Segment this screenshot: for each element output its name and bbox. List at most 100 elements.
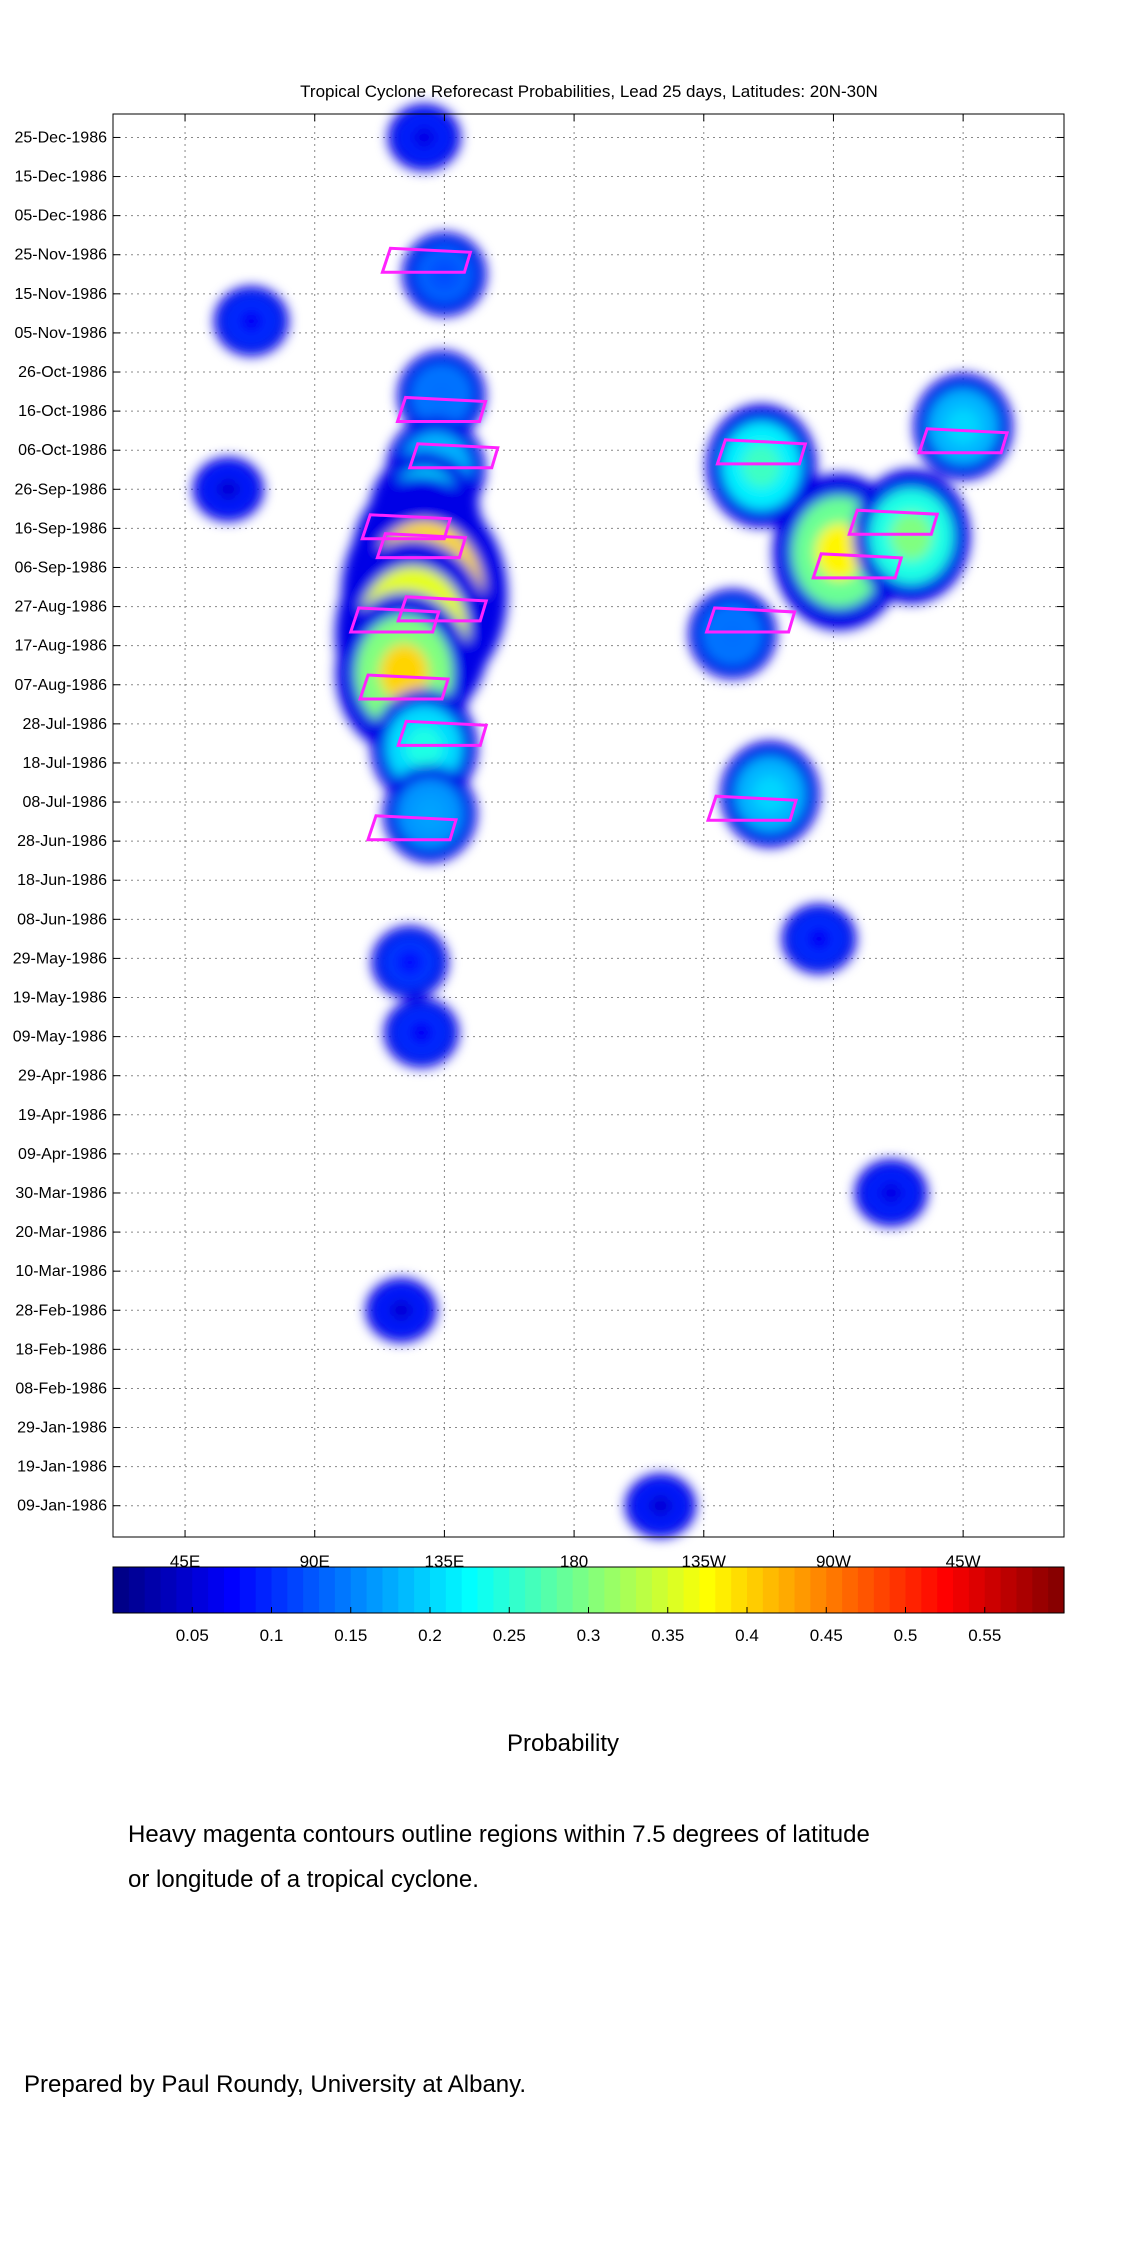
colorbar-cell [271, 1567, 288, 1613]
note-line-2: or longitude of a tropical cyclone. [128, 1866, 479, 1893]
colorbar-cell [366, 1567, 384, 1613]
chart-title: Tropical Cyclone Reforecast Probabilitie… [300, 82, 878, 101]
colorbar-cell [223, 1567, 241, 1613]
probability-core [413, 796, 447, 832]
colorbar-cell [1032, 1567, 1049, 1613]
colorbar-cell [826, 1567, 843, 1613]
colorbar-cell [747, 1567, 764, 1613]
y-tick-label: 06-Sep-1986 [14, 559, 107, 576]
tc-contours [348, 246, 1010, 842]
grid-lines [113, 114, 1064, 1537]
colorbar-cell [208, 1567, 225, 1613]
y-tick-label: 29-Apr-1986 [18, 1068, 107, 1085]
colorbar-cell [176, 1567, 193, 1613]
y-tick-label: 17-Aug-1986 [14, 638, 107, 655]
tc-contour [396, 719, 489, 747]
tc-contour [375, 532, 468, 560]
colorbar-cell [414, 1567, 431, 1613]
colorbar-cell [604, 1567, 621, 1613]
y-axis: 25-Dec-1986 15-Dec-1986 05-Dec-1986 25-Nov-… [13, 129, 1064, 1515]
y-tick-label: 30-Mar-1986 [15, 1185, 107, 1202]
probability-core [408, 1020, 435, 1046]
colorbar-cell [334, 1567, 352, 1613]
y-tick-label: 09-Apr-1986 [18, 1146, 107, 1163]
colorbar-cell [651, 1567, 669, 1613]
tc-contour [847, 508, 940, 536]
colorbar-cell [905, 1567, 922, 1613]
y-tick-label: 28-Jul-1986 [23, 716, 108, 733]
colorbar-label: Probability [506, 1730, 620, 1757]
y-tick-label: 16-Sep-1986 [14, 520, 107, 537]
y-tick-label: 07-Aug-1986 [14, 677, 107, 694]
y-tick-label: 08-Jul-1986 [23, 794, 108, 811]
probability-core [429, 259, 460, 290]
probability-core [890, 512, 933, 561]
colorbar-tick-label: 0.5 [894, 1626, 918, 1645]
probability-core [411, 125, 438, 150]
y-tick-label: 20-Mar-1986 [15, 1224, 107, 1241]
probability-core [396, 949, 424, 976]
y-tick-label: 09-May-1986 [13, 1029, 107, 1046]
y-tick-label: 18-Jul-1986 [23, 755, 108, 772]
credit: Prepared by Paul Roundy, University at A… [24, 2071, 527, 2098]
colorbar-tick-label: 0.55 [968, 1626, 1001, 1645]
plot-frame [112, 113, 1065, 1538]
probability-core [805, 926, 833, 952]
x-tick-label: 135E [425, 1552, 465, 1571]
y-tick-label: 10-Mar-1986 [15, 1263, 107, 1280]
tc-contour [380, 246, 473, 274]
x-tick-label: 45E [170, 1552, 200, 1571]
colorbar-cell [303, 1567, 320, 1613]
colorbar-cell [762, 1567, 780, 1613]
colorbar-cell [445, 1567, 463, 1613]
y-tick-label: 19-Apr-1986 [18, 1107, 107, 1124]
y-tick-label: 29-Jan-1986 [17, 1420, 107, 1437]
colorbar-cell [382, 1567, 399, 1613]
x-tick-label: 90W [816, 1552, 851, 1571]
colorbar-cell [620, 1567, 637, 1613]
tc-contour [705, 794, 799, 822]
y-tick-label: 06-Oct-1986 [18, 442, 107, 459]
y-tick-label: 15-Nov-1986 [15, 286, 108, 303]
colorbar-cell [636, 1567, 653, 1613]
probability-core [945, 407, 981, 446]
colorbar-cell [144, 1567, 162, 1613]
tc-contour [715, 438, 808, 466]
colorbar-cell [921, 1567, 938, 1613]
colorbar-cell [398, 1567, 415, 1613]
tc-contour [395, 395, 488, 423]
colorbar-tick-label: 0.15 [334, 1626, 367, 1645]
tc-contour [396, 595, 489, 623]
colorbar-cell [937, 1567, 954, 1613]
colorbar-cell [493, 1567, 510, 1613]
plot-area [113, 114, 1064, 1537]
colorbar-cell [287, 1567, 304, 1613]
probability-core [425, 379, 458, 412]
probability-core [215, 477, 241, 501]
colorbar-tick-label: 0.3 [577, 1626, 601, 1645]
x-axis: 45E 90E 135E 180 135W 90W 45W [170, 114, 981, 1571]
colorbar-tick-label: 0.4 [735, 1626, 759, 1645]
tc-contour [407, 442, 500, 470]
colorbar-cell [810, 1567, 827, 1613]
colorbar-cell [699, 1567, 716, 1613]
colorbar-cell [683, 1567, 701, 1613]
tc-contour [360, 513, 453, 541]
colorbar-cell [128, 1567, 146, 1613]
colorbar-cell [160, 1567, 177, 1613]
y-tick-label: 26-Oct-1986 [18, 364, 107, 381]
y-tick-label: 28-Feb-1986 [15, 1302, 107, 1319]
x-tick-label: 135W [682, 1552, 726, 1571]
colorbar-tick-label: 0.45 [810, 1626, 843, 1645]
colorbar-cell [350, 1567, 368, 1613]
colorbar-cell [953, 1567, 970, 1613]
colorbar-cell [667, 1567, 685, 1613]
colorbar-cell [715, 1567, 732, 1613]
tc-contour [365, 814, 458, 842]
colorbar-cell [572, 1567, 590, 1613]
colorbar-cell [1000, 1567, 1018, 1613]
y-tick-label: 28-Jun-1986 [17, 833, 107, 850]
x-tick-label: 90E [300, 1552, 330, 1571]
colorbar-tick-label: 0.1 [260, 1626, 284, 1645]
